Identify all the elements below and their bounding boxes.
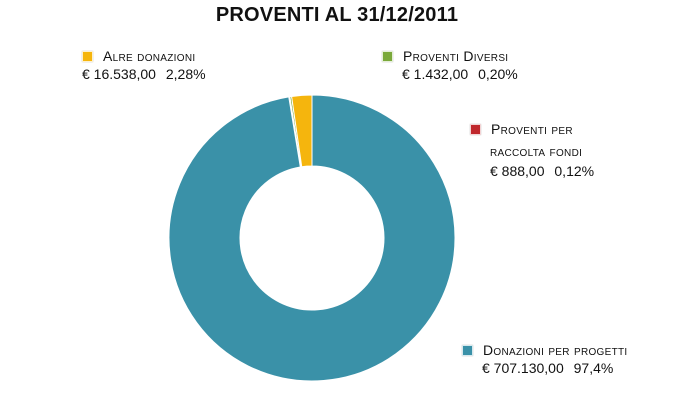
legend-item-donazioni-per-progetti: Donazioni per progetti € 707.130,00 97,4…: [462, 342, 628, 376]
data-label-percent: 97,4%: [573, 360, 614, 376]
data-label-percent: 2,28%: [165, 66, 206, 82]
legend-label: Proventi per: [491, 121, 573, 137]
legend-label-line2: raccolta fondi: [490, 143, 583, 159]
legend-item-alre-donazioni: Alre donazioni € 16.538,00 2,28%: [82, 48, 206, 82]
legend-swatch-proventi-raccolta-fondi: [470, 123, 481, 135]
legend-label: Proventi Diversi: [403, 48, 509, 64]
legend-label: Donazioni per progetti: [483, 342, 628, 358]
data-label-value: € 888,00: [490, 163, 545, 179]
legend-label: Alre donazioni: [103, 48, 196, 64]
data-label-percent: 0,20%: [478, 66, 518, 82]
data-label-value: € 707.130,00: [482, 360, 564, 376]
legend-swatch-proventi-diversi: [382, 50, 393, 62]
legend-item-proventi-diversi: Proventi Diversi € 1.432,00 0,20%: [382, 48, 518, 82]
data-label-value: € 1.432,00: [402, 66, 469, 82]
legend-swatch-alre-donazioni: [82, 50, 93, 62]
donut-slice-donazioni-per-progetti: [168, 94, 456, 382]
data-label-percent: 0,12%: [554, 163, 595, 179]
legend-swatch-donazioni-per-progetti: [462, 344, 473, 356]
chart-title: PROVENTI AL 31/12/2011: [215, 4, 459, 26]
legend-item-proventi-raccolta-fondi: Proventi per raccolta fondi € 888,00 0,1…: [470, 121, 594, 179]
data-label-value: € 16.538,00: [82, 66, 156, 82]
